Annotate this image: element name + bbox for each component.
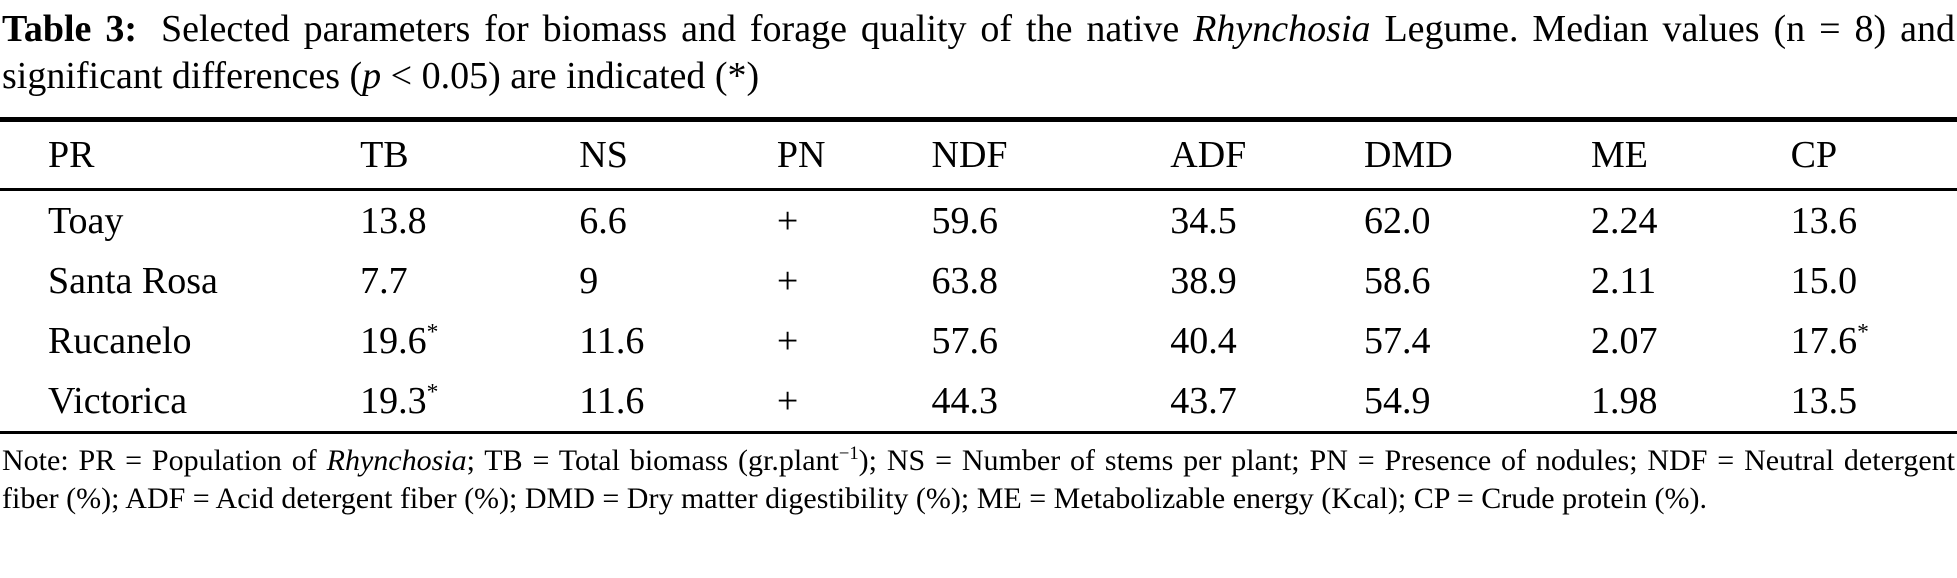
table-cell: 62.0	[1363, 200, 1431, 242]
table-cell: 19.6*	[360, 319, 439, 362]
table-cell: 1.98	[1590, 380, 1658, 422]
column-header-me: ME	[1590, 119, 1791, 191]
table-cell: 13.8	[360, 200, 427, 242]
column-header-dmd: DMD	[1363, 119, 1591, 191]
table-row: Santa Rosa 7.7 9 +63.8 38.9 58.6 2.11 15.0	[0, 251, 1957, 311]
note-text-3: ); NS = Number of stems per plant; PN = …	[2, 444, 1955, 515]
table-cell: +	[776, 380, 799, 422]
table-note: Note: PR = Population of Rhynchosia; TB …	[0, 434, 1957, 518]
caption-species-name: Rhynchosia	[1193, 8, 1371, 50]
column-header-tb: TB	[360, 119, 580, 191]
table-cell: 2.11	[1590, 260, 1657, 302]
caption-text-2: Legume. Median values (n = 8) and signif…	[2, 8, 1955, 97]
caption-text-1: Selected parameters for biomass and fora…	[147, 8, 1194, 50]
table-cell: 54.9	[1363, 380, 1431, 422]
table-cell: 17.6*	[1790, 319, 1869, 362]
parameters-table: PR TB NS PN NDF ADF DMD ME CP Toay 13.8 6.6 +59.6 34…	[0, 117, 1957, 434]
table-cell: 57.6	[931, 320, 999, 362]
table-row: Victorica 19.3* 11.6 +44.3 43.7 54.9 1.98 13.5	[0, 371, 1957, 433]
table-cell: 59.6	[931, 200, 999, 242]
caption-text-3: < 0.05) are indicated (*)	[381, 55, 760, 97]
table-cell: Toay	[48, 200, 124, 242]
table-row: Toay 13.8 6.6 +59.6 34.5 62.0 2.24 13.6	[0, 190, 1957, 252]
table-cell: 13.5	[1790, 380, 1858, 422]
table-cell: +	[776, 260, 799, 302]
table-cell: 44.3	[931, 380, 999, 422]
table-cell: 11.6	[579, 320, 645, 362]
table-cell: 38.9	[1170, 260, 1237, 302]
table-cell: 2.24	[1590, 200, 1658, 242]
table-cell: 34.5	[1170, 200, 1237, 242]
column-header-cp: CP	[1790, 119, 1957, 191]
table-cell: 6.6	[579, 200, 627, 242]
column-header-ns: NS	[579, 119, 777, 191]
table-header-row: PR TB NS PN NDF ADF DMD ME CP	[0, 119, 1957, 191]
note-text-1: Note: PR = Population of	[2, 444, 327, 477]
significance-asterisk: *	[426, 319, 439, 346]
table-cell: 9	[579, 260, 599, 302]
table-cell: 40.4	[1170, 320, 1237, 362]
table-cell: Santa Rosa	[48, 260, 218, 302]
table-cell: 2.07	[1590, 320, 1658, 362]
table-cell: 11.6	[579, 380, 645, 422]
table-row: Rucanelo 19.6* 11.6 +57.6 40.4 57.4 2.07 17.6*	[0, 311, 1957, 371]
significance-asterisk: *	[426, 379, 439, 406]
table-cell: 43.7	[1170, 380, 1237, 422]
table-caption: Table 3: Selected parameters for biomass…	[0, 0, 1957, 100]
caption-table-label: Table 3:	[2, 8, 138, 50]
table-cell: 58.6	[1363, 260, 1431, 302]
table-cell: Rucanelo	[48, 320, 192, 362]
table-cell: +	[776, 320, 799, 362]
column-header-pr: PR	[0, 119, 361, 191]
caption-p-symbol: p	[362, 55, 382, 97]
note-exponent: −1	[838, 443, 859, 464]
column-header-ndf: NDF	[931, 119, 1171, 191]
table-cell: 57.4	[1363, 320, 1431, 362]
table-cell: 63.8	[931, 260, 999, 302]
table-cell: 19.3*	[360, 379, 439, 422]
significance-asterisk: *	[1857, 319, 1869, 346]
table-cell: 13.6	[1790, 200, 1858, 242]
column-header-adf: ADF	[1170, 119, 1364, 191]
table-cell: 15.0	[1790, 260, 1858, 302]
note-text-2: ; TB = Total biomass (gr.plant	[466, 444, 839, 477]
column-header-pn: PN	[776, 119, 932, 191]
note-species-name: Rhynchosia	[326, 444, 467, 477]
table-cell: Victorica	[48, 380, 188, 422]
table-cell: 7.7	[360, 260, 408, 302]
table-cell: +	[776, 200, 799, 242]
